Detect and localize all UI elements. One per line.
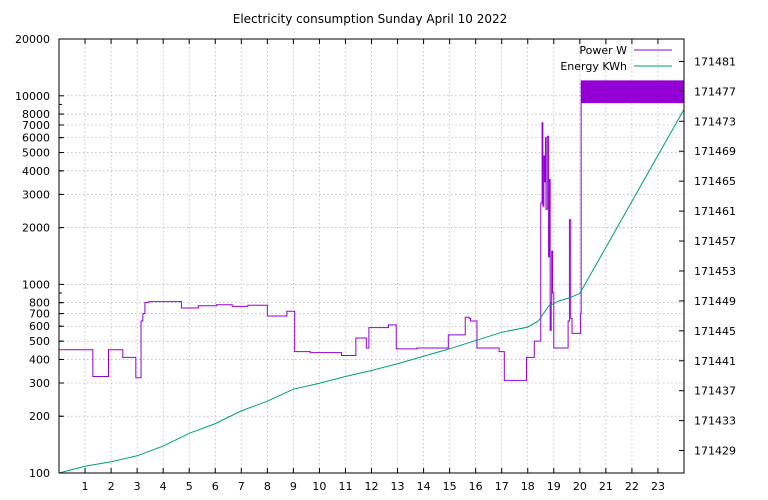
y2-tick-label: 171453 xyxy=(694,265,736,278)
x-tick-label: 16 xyxy=(469,480,483,493)
x-tick-label: 4 xyxy=(160,480,167,493)
x-tick-label: 11 xyxy=(338,480,352,493)
x-tick-label: 2 xyxy=(108,480,115,493)
legend-label: Power W xyxy=(579,44,627,57)
y-tick-label: 2000 xyxy=(22,222,50,235)
y2-tick-label: 171433 xyxy=(694,415,736,428)
y2-tick-label: 171429 xyxy=(694,445,736,458)
y2-tick-label: 171457 xyxy=(694,235,736,248)
x-tick-label: 8 xyxy=(264,480,271,493)
y2-tick-label: 171441 xyxy=(694,355,736,368)
x-tick-label: 14 xyxy=(417,480,431,493)
y-tick-label: 10000 xyxy=(15,90,50,103)
y2-tick-label: 171437 xyxy=(694,385,736,398)
x-tick-label: 10 xyxy=(312,480,326,493)
x-tick-label: 9 xyxy=(290,480,297,493)
legend-label: Energy KWh xyxy=(560,60,627,73)
y-tick-label: 300 xyxy=(29,377,50,390)
x-tick-label: 5 xyxy=(186,480,193,493)
x-tick-label: 3 xyxy=(134,480,141,493)
x-tick-label: 18 xyxy=(521,480,535,493)
y2-tick-label: 171469 xyxy=(694,145,736,158)
x-tick-label: 12 xyxy=(365,480,379,493)
x-tick-label: 20 xyxy=(573,480,587,493)
y-tick-label: 20000 xyxy=(15,33,50,46)
series-line-1 xyxy=(58,109,685,474)
y-tick-label: 100 xyxy=(29,467,50,480)
y2-tick-label: 171477 xyxy=(694,85,736,98)
axes-layer: 1 2 3 4 5 6 7 8 9 10 11 12 13 14 15 16 17 18 19 20 21 22 23100… xyxy=(15,33,736,493)
grid-lines xyxy=(59,38,684,474)
x-tick-label: 19 xyxy=(547,480,561,493)
series-layer xyxy=(58,80,685,474)
y-tick-label: 200 xyxy=(29,410,50,423)
y-tick-label: 8000 xyxy=(22,108,50,121)
y-tick-label: 6000 xyxy=(22,132,50,145)
y-tick-label: 500 xyxy=(29,335,50,348)
y-tick-label: 400 xyxy=(29,353,50,366)
y2-tick-label: 171481 xyxy=(694,55,736,68)
x-tick-label: 15 xyxy=(443,480,457,493)
x-tick-label: 21 xyxy=(599,480,613,493)
y-tick-label: 800 xyxy=(29,297,50,310)
y-tick-label: 3000 xyxy=(22,188,50,201)
y-tick-label: 4000 xyxy=(22,165,50,178)
power-saturated-block xyxy=(581,80,684,103)
y2-tick-label: 171461 xyxy=(694,205,736,218)
y2-tick-label: 171445 xyxy=(694,325,736,338)
x-tick-label: 23 xyxy=(651,480,665,493)
x-tick-label: 17 xyxy=(495,480,509,493)
y-tick-label: 5000 xyxy=(22,147,50,160)
legend: Power W Energy KWh xyxy=(560,44,672,73)
y-tick-label: 600 xyxy=(29,320,50,333)
y-tick-label: 7000 xyxy=(22,119,50,132)
x-tick-label: 1 xyxy=(82,480,89,493)
x-tick-label: 7 xyxy=(238,480,245,493)
chart-title: Electricity consumption Sunday April 10 … xyxy=(233,12,508,26)
y2-tick-label: 171473 xyxy=(694,115,736,128)
y-tick-label: 1000 xyxy=(22,278,50,291)
y-tick-label: 700 xyxy=(29,308,50,321)
x-tick-label: 13 xyxy=(391,480,405,493)
x-tick-label: 22 xyxy=(625,480,639,493)
y2-tick-label: 171465 xyxy=(694,175,736,188)
series-line-0 xyxy=(59,80,685,381)
y2-tick-label: 171449 xyxy=(694,295,736,308)
x-tick-label: 6 xyxy=(212,480,219,493)
